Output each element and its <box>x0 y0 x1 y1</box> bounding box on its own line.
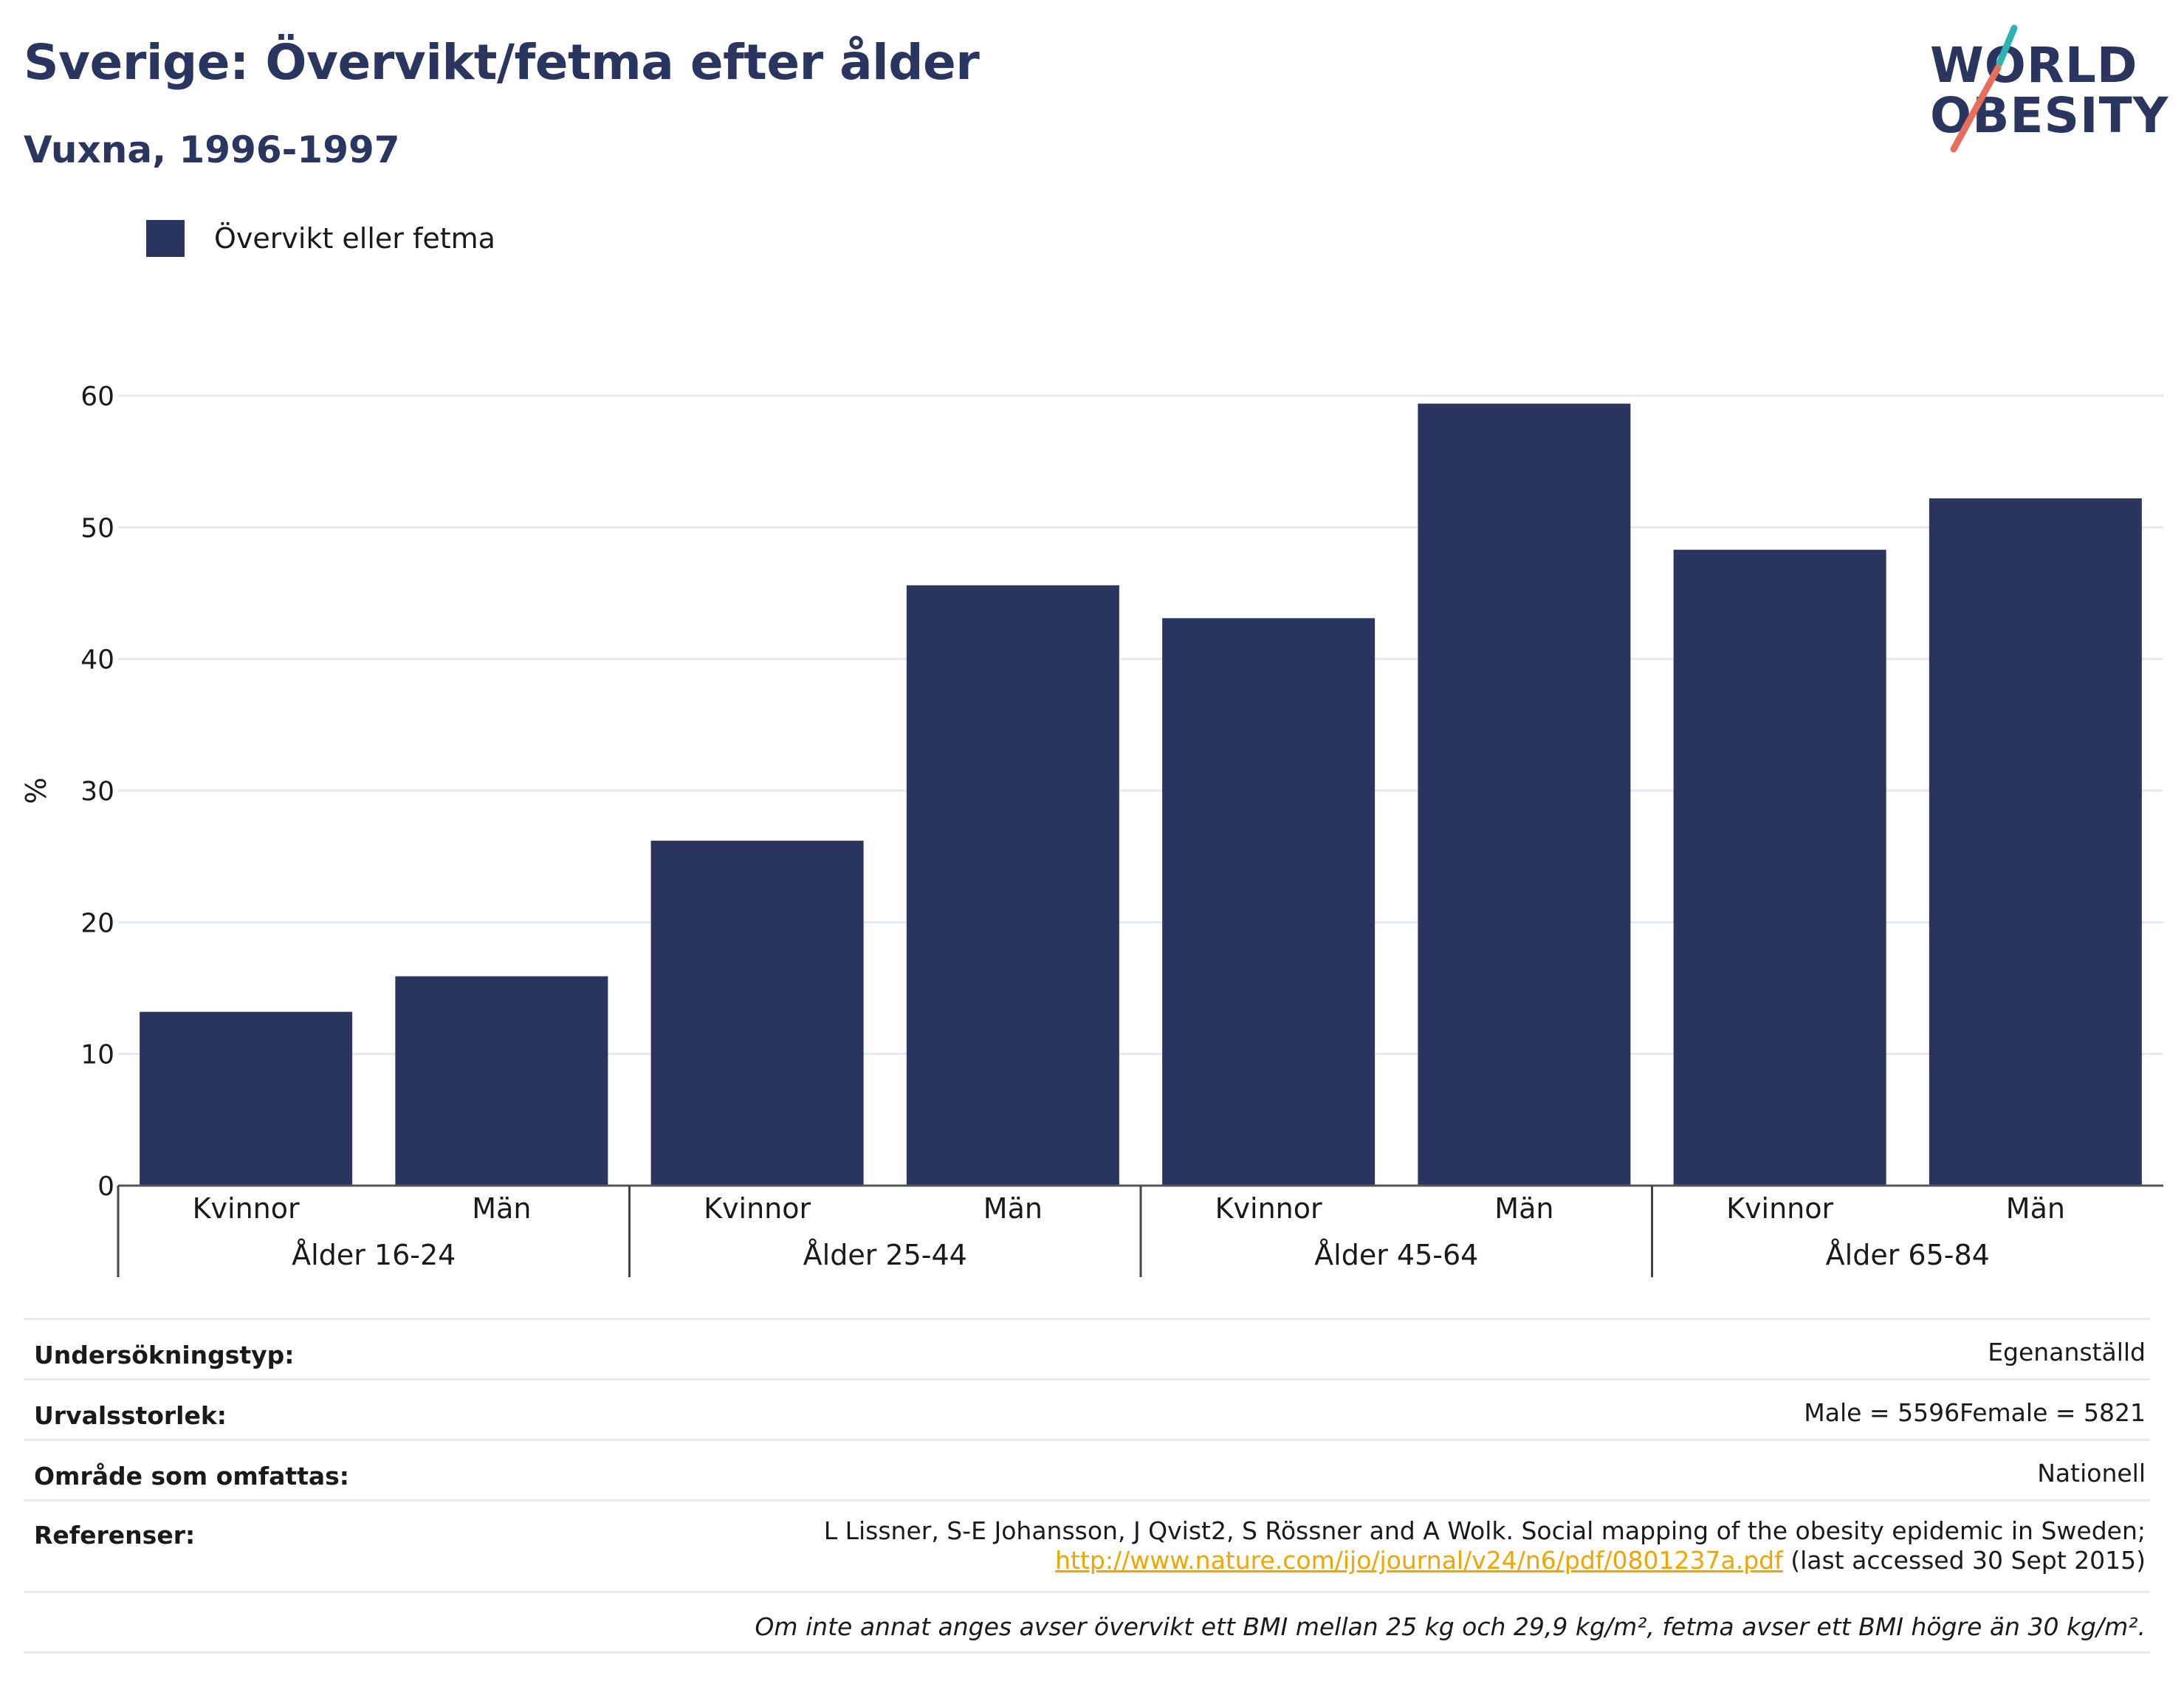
bar <box>1162 618 1376 1186</box>
info-label: Urvalsstorlek: <box>34 1401 227 1430</box>
y-tick-label: 20 <box>80 908 114 938</box>
bar <box>140 1011 353 1186</box>
x-group-label: Ålder 25-44 <box>803 1239 967 1271</box>
info-value: Male = 5596Female = 5821 <box>1804 1398 2146 1427</box>
bar <box>395 976 608 1186</box>
y-tick-label: 10 <box>80 1040 114 1070</box>
logo-line-1: WORLD <box>1930 37 2138 94</box>
world-obesity-logo: WORLD OBESITY <box>1927 22 2171 155</box>
chart-title: Sverige: Övervikt/fetma efter ålder <box>24 34 980 91</box>
reference-text: L Lissner, S-E Johansson, J Qvist2, S Rö… <box>824 1516 2146 1575</box>
x-category-label: Kvinnor <box>704 1192 811 1225</box>
bar-chart: 0 10 20 30 40 50 60% Kvinnor Män Kvinnor Män Kvinno… <box>20 382 2163 1277</box>
x-category-label: Kvinnor <box>1726 1192 1833 1225</box>
info-row-survey-type: Undersökningstyp: Egenanställd <box>24 1318 2150 1378</box>
x-group-label: Ålder 65-84 <box>1826 1239 1990 1271</box>
chart-subtitle: Vuxna, 1996-1997 <box>24 128 400 171</box>
reference-access-date: (last accessed 30 Sept 2015) <box>1782 1546 2146 1575</box>
info-row-sample-size: Urvalsstorlek: Male = 5596Female = 5821 <box>24 1378 2150 1439</box>
reference-line-1: L Lissner, S-E Johansson, J Qvist2, S Rö… <box>823 1516 2146 1545</box>
logo-slash-icon <box>1950 24 2018 153</box>
info-label: Undersökningstyp: <box>34 1341 295 1369</box>
info-value: Egenanställd <box>1988 1338 2146 1366</box>
x-group-label: Ålder 16-24 <box>292 1239 456 1271</box>
reference-link[interactable]: http://www.nature.com/ijo/journal/v24/n6… <box>1055 1546 1783 1575</box>
x-category-label: Män <box>1494 1192 1553 1225</box>
bar <box>1929 498 2142 1186</box>
x-group-label: Ålder 45-64 <box>1314 1239 1478 1271</box>
x-category-label: Kvinnor <box>193 1192 300 1225</box>
info-value: Nationell <box>2037 1459 2146 1488</box>
y-axis-label: % <box>20 777 52 804</box>
x-category-label: Män <box>983 1192 1043 1225</box>
x-category-label: Män <box>2006 1192 2065 1225</box>
info-row-references: Referenser: L Lissner, S-E Johansson, J … <box>24 1499 2150 1591</box>
bar <box>1673 549 1886 1186</box>
x-category-label: Män <box>472 1192 531 1225</box>
bmi-note: Om inte annat anges avser övervikt ett B… <box>755 1612 2146 1641</box>
info-row-note: Om inte annat anges avser övervikt ett B… <box>24 1591 2150 1651</box>
info-row-coverage: Område som omfattas: Nationell <box>24 1439 2150 1499</box>
y-tick-label: 50 <box>80 513 114 543</box>
y-tick-label: 40 <box>80 645 114 675</box>
y-tick-label: 0 <box>97 1172 114 1202</box>
y-tick-label: 60 <box>80 382 114 412</box>
legend-swatch <box>146 220 185 257</box>
info-label: Referenser: <box>34 1521 196 1550</box>
bar <box>1418 403 1631 1186</box>
reference-line-2: http://www.nature.com/ijo/journal/v24/n6… <box>824 1546 2146 1575</box>
y-tick-label: 30 <box>80 777 114 807</box>
bar <box>650 840 864 1186</box>
bar <box>906 585 1119 1186</box>
legend: Övervikt eller fetma <box>146 220 495 257</box>
info-table-bottom-border <box>24 1651 2150 1654</box>
legend-label: Övervikt eller fetma <box>214 222 495 255</box>
info-label: Område som omfattas: <box>34 1462 350 1491</box>
x-category-label: Kvinnor <box>1215 1192 1322 1225</box>
